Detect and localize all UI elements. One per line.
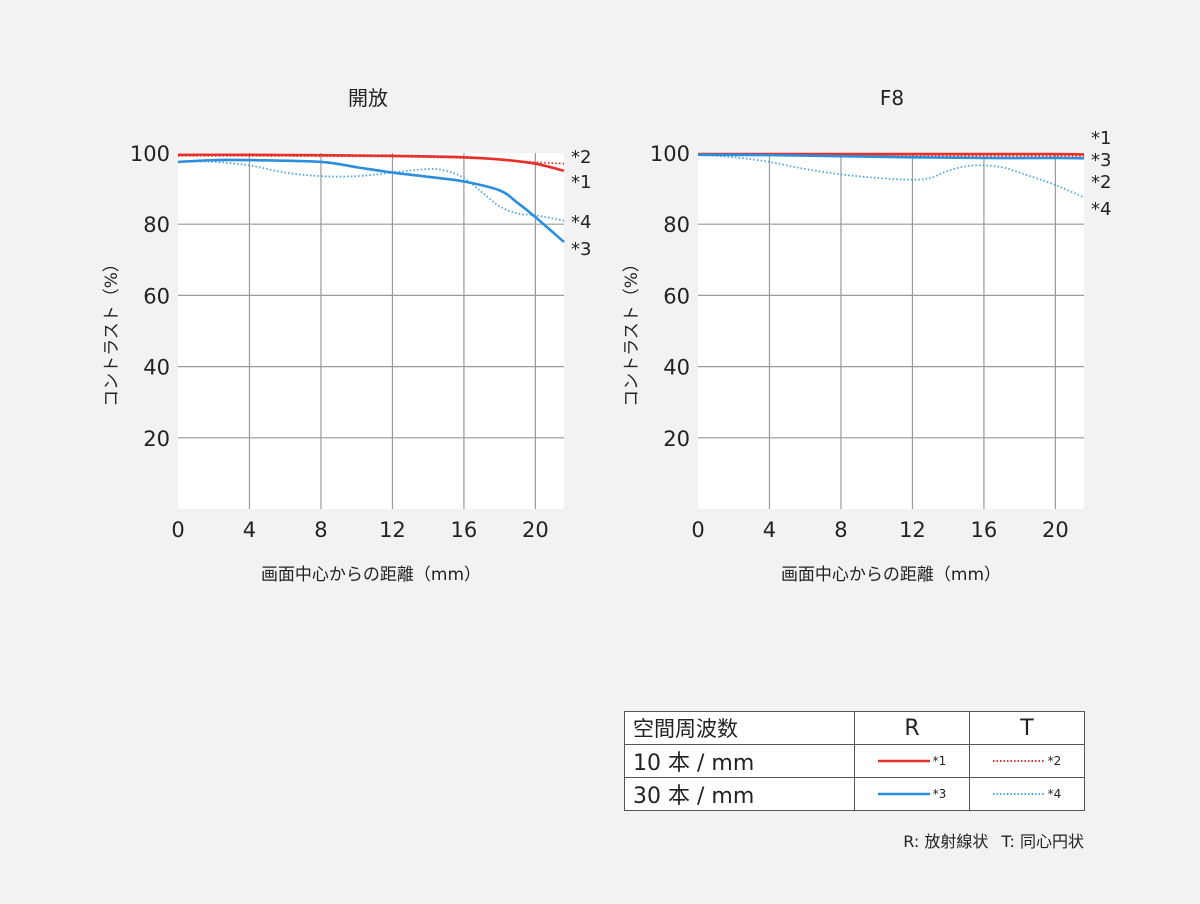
series-line-star1 xyxy=(177,153,565,173)
y-tick-label: 20 xyxy=(663,427,690,451)
legend-row-30: 30 本 / mm *3 *4 xyxy=(624,777,1085,811)
legend-header-label: 空間周波数 xyxy=(624,711,855,745)
legend-swatch-dotted-red xyxy=(992,760,1045,762)
x-tick-label: 4 xyxy=(763,518,776,542)
y-tick-label: 60 xyxy=(143,284,170,308)
series-line-star3 xyxy=(697,153,1085,160)
legend-mark: *1 xyxy=(932,754,947,768)
chart-title: 開放 xyxy=(348,86,388,110)
series-end-label: *2 xyxy=(571,147,591,168)
legend-note-t: T: 同心円状 xyxy=(1001,832,1085,851)
legend-row-label: 10 本 / mm xyxy=(624,744,855,778)
y-tick-label: 100 xyxy=(130,142,170,166)
series-end-label: *3 xyxy=(571,239,591,260)
legend-swatch-solid-red xyxy=(877,759,930,763)
chart-panel-1: 0 4 8 12 16 20 20 40 60 80 100 F8 画面中心からの距離（mm） コントラス… xyxy=(622,86,1111,585)
legend-swatch-cell: *1 xyxy=(854,744,970,778)
legend-swatch-dotted-blue xyxy=(992,793,1045,795)
x-axis-label: 画面中心からの距離（mm） xyxy=(261,565,481,585)
x-tick-label: 16 xyxy=(971,518,998,542)
series-end-label: *1 xyxy=(571,172,591,193)
y-tick-label: 60 xyxy=(663,284,690,308)
series-end-label: *2 xyxy=(1091,172,1111,193)
x-tick-label: 0 xyxy=(171,518,184,542)
legend-swatch-solid-blue xyxy=(877,792,930,796)
y-tick-label: 80 xyxy=(143,213,170,237)
chart-title: F8 xyxy=(880,86,904,110)
legend-mark: *2 xyxy=(1047,754,1062,768)
legend-mark: *4 xyxy=(1047,787,1062,801)
x-tick-label: 8 xyxy=(834,518,847,542)
legend-swatch-cell: *2 xyxy=(969,744,1085,778)
x-tick-label: 20 xyxy=(522,518,549,542)
y-tick-label: 80 xyxy=(663,213,690,237)
y-axis-label: コントラスト（%） xyxy=(102,255,122,407)
series-line-star3 xyxy=(177,158,565,243)
plot-area xyxy=(698,153,1084,509)
x-tick-label: 4 xyxy=(243,518,256,542)
x-tick-label: 12 xyxy=(379,518,406,542)
legend-swatch-cell: *4 xyxy=(969,777,1085,811)
x-tick-label: 20 xyxy=(1042,518,1069,542)
legend-row-label: 30 本 / mm xyxy=(624,777,855,811)
legend-table: 空間周波数 R T 10 本 / mm *1 *2 30 本 / mm xyxy=(624,711,1085,811)
series-line-star4 xyxy=(177,160,565,222)
x-tick-label: 16 xyxy=(451,518,478,542)
series-end-label: *4 xyxy=(1091,199,1111,220)
legend-note: R: 放射線状 T: 同心円状 xyxy=(895,828,1084,852)
y-tick-label: 40 xyxy=(143,356,170,380)
plot-area xyxy=(178,153,564,509)
legend-row-10: 10 本 / mm *1 *2 xyxy=(624,744,1085,778)
legend-header-t: T xyxy=(969,711,1085,745)
legend-swatch-cell: *3 xyxy=(854,777,970,811)
legend-header-r: R xyxy=(854,711,970,745)
series-line-star4 xyxy=(697,153,1085,199)
series-end-label: *4 xyxy=(571,212,591,233)
x-tick-label: 0 xyxy=(691,518,704,542)
y-tick-label: 100 xyxy=(650,142,690,166)
legend-note-r: R: 放射線状 xyxy=(903,832,989,851)
y-axis-label: コントラスト（%） xyxy=(622,255,642,407)
legend-header-row: 空間周波数 R T xyxy=(624,711,1085,745)
y-tick-label: 40 xyxy=(663,356,690,380)
mtf-charts: 0 4 8 12 16 2020406080100開放画面中心からの距離（mm）コントラス… xyxy=(102,86,1111,585)
legend-mark: *3 xyxy=(932,787,947,801)
series-end-label: *1 xyxy=(1091,128,1111,149)
x-axis-label: 画面中心からの距離（mm） xyxy=(781,565,1001,585)
x-tick-label: 12 xyxy=(899,518,926,542)
series-end-label: *3 xyxy=(1091,150,1111,171)
x-tick-label: 8 xyxy=(314,518,327,542)
y-tick-label: 20 xyxy=(143,427,170,451)
